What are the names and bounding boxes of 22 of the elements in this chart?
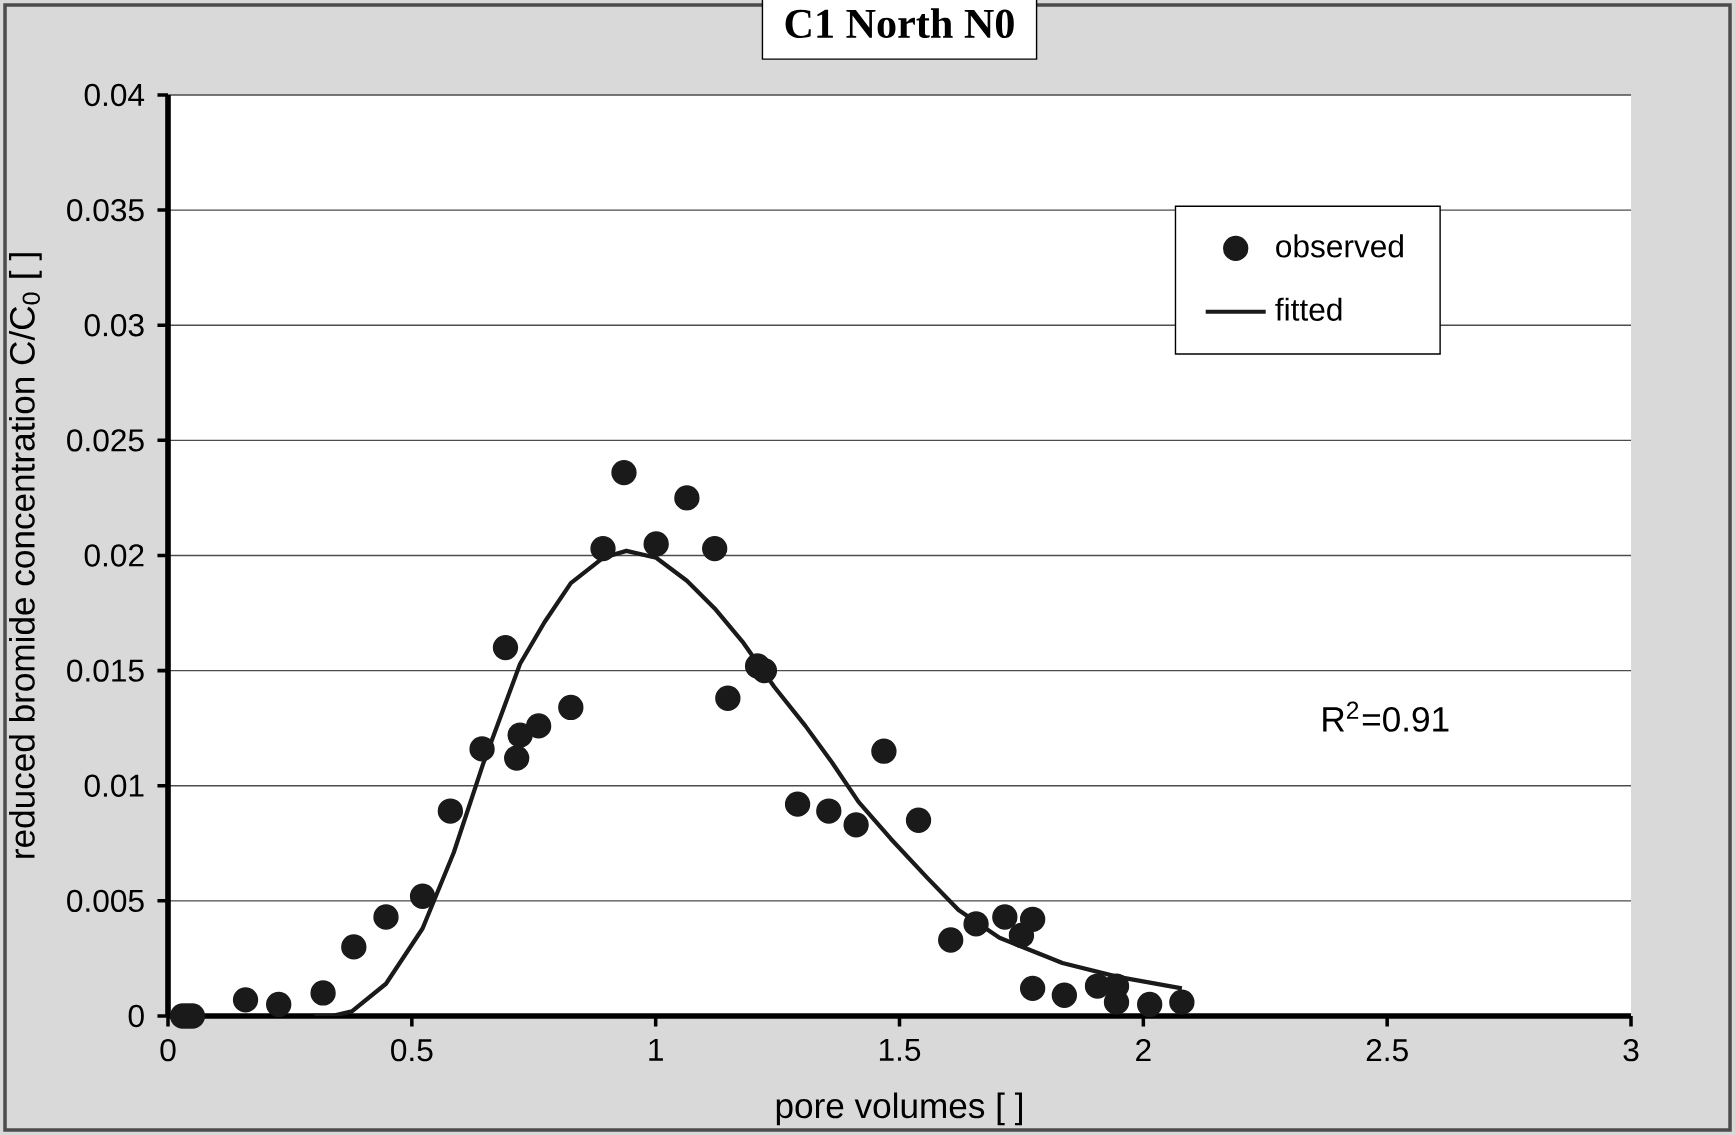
x-tick-label: 2 <box>1136 1038 1151 1062</box>
legend-label: fitted <box>1275 297 1342 321</box>
x-tick-label: 2.5 <box>1366 1038 1408 1062</box>
x-tick-label: 0 <box>160 1038 176 1062</box>
x-tick-label: 0.5 <box>391 1038 433 1062</box>
x-tick-label: 1.5 <box>879 1038 921 1062</box>
y-tick-label: 0.02 <box>84 544 144 567</box>
x-tick-label: 1 <box>649 1038 663 1061</box>
legend-label: observed <box>1276 234 1403 258</box>
y-tick-label: 0 <box>128 1004 144 1028</box>
y-tick-label: 0.04 <box>84 83 145 107</box>
chart-title: C1 North N0 <box>785 8 1014 39</box>
y-tick-label: 0.035 <box>67 198 144 222</box>
annotation: R$^{2}$=0.91 <box>1323 701 1449 732</box>
y-axis-title: reduced bromide concentration C/C$_{0}$ [ ] <box>9 253 42 858</box>
y-tick-label: 0.03 <box>84 314 144 337</box>
y-tick-label: 0.01 <box>84 774 144 797</box>
y-tick-label: 0.025 <box>67 429 144 452</box>
y-tick-label: 0.005 <box>67 889 144 913</box>
x-tick-label: 3 <box>1623 1038 1639 1062</box>
y-tick-label: 0.015 <box>67 659 144 682</box>
x-axis-title: pore volumes [ ] <box>776 1092 1022 1126</box>
